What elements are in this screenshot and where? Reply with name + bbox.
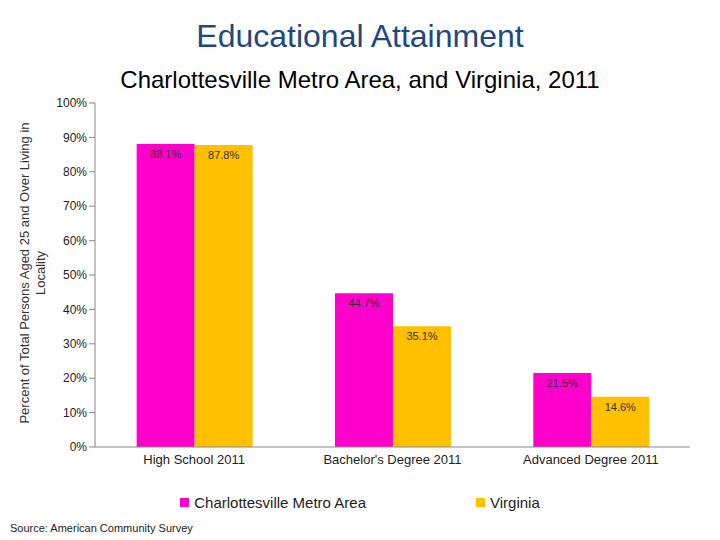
html-text:Charlottesville Metro Area, an: Charlottesville Metro Area, and Virginia… (120, 66, 600, 93)
svg-text:70%: 70% (63, 199, 87, 213)
svg-text:44.7%: 44.7% (348, 297, 379, 309)
svg-text:10%: 10% (63, 406, 87, 420)
svg-text:35.1%: 35.1% (406, 330, 437, 342)
svg-text:40%: 40% (63, 303, 87, 317)
svg-text:80%: 80% (63, 165, 87, 179)
svg-text:0%: 0% (70, 440, 88, 454)
svg-text:Bachelor's Degree 2011: Bachelor's Degree 2011 (323, 452, 461, 467)
svg-text:100%: 100% (56, 96, 87, 110)
svg-text:14.6%: 14.6% (605, 401, 636, 413)
svg-text:Advanced Degree 2011: Advanced Degree 2011 (523, 452, 659, 467)
svg-text:30%: 30% (63, 337, 87, 351)
svg-text:87.8%: 87.8% (208, 149, 239, 161)
html-text:Charlottesville Metro Area: Charlottesville Metro Area (194, 494, 366, 511)
svg-text:90%: 90% (63, 131, 87, 145)
html-text:Virginia: Virginia (490, 494, 540, 511)
svg-text:60%: 60% (63, 234, 87, 248)
html-text:Source: American Community Sur: Source: American Community Survey (10, 522, 193, 534)
html-text:Educational Attainment: Educational Attainment (196, 18, 524, 54)
html-text:Percent of Total Persons Aged: Percent of Total Persons Aged 25 and Ove… (17, 122, 48, 424)
svg-text:20%: 20% (63, 371, 87, 385)
svg-text:21.5%: 21.5% (547, 377, 578, 389)
svg-text:50%: 50% (63, 268, 87, 282)
svg-text:High School 2011: High School 2011 (143, 452, 245, 467)
svg-text:88.1%: 88.1% (150, 148, 181, 160)
